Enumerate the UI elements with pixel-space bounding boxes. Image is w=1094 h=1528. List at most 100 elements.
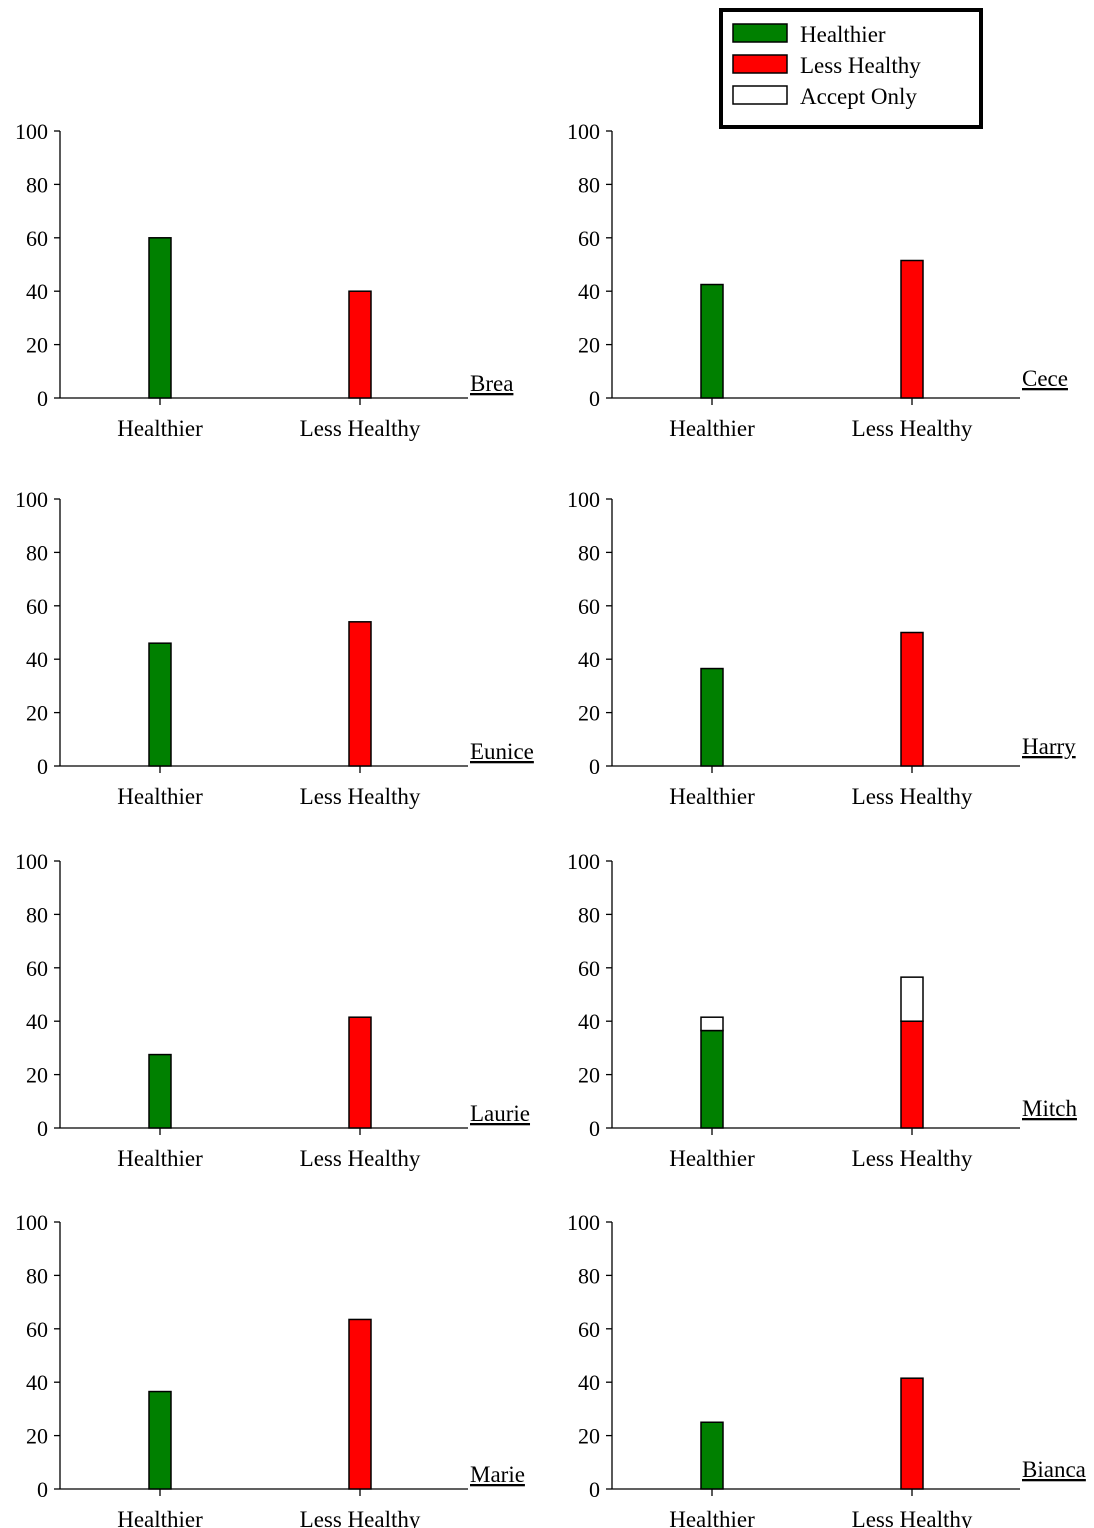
- y-tick-label: 60: [578, 594, 600, 619]
- x-tick-label: Healthier: [117, 416, 203, 441]
- chart-panel-cece: 0 20 40 60 80 100 Healthier Less Healthy Cece: [567, 119, 1068, 441]
- chart-panel-marie: 0 20 40 60 80 100 Healthier Less Healthy Marie: [15, 1210, 525, 1528]
- bar-healthier: [700, 283, 724, 399]
- x-tick-label: Healthier: [669, 1507, 755, 1528]
- participant-name: Brea: [470, 371, 513, 396]
- y-tick-label: 0: [37, 754, 48, 779]
- y-tick-label: 60: [578, 1317, 600, 1342]
- y-tick-label: 40: [578, 1009, 600, 1034]
- legend: Healthier Less Healthy Accept Only: [719, 8, 983, 129]
- participant-name: Laurie: [470, 1101, 530, 1126]
- y-tick-label: 20: [26, 701, 48, 726]
- legend-frame: [719, 8, 983, 129]
- y-tick-label: 100: [15, 1210, 48, 1235]
- legend-swatch: [732, 54, 788, 74]
- bar-less-healthy: [348, 1318, 372, 1490]
- y-tick-label: 40: [578, 1370, 600, 1395]
- bar-less-healthy: [900, 1377, 924, 1490]
- y-tick-label: 60: [26, 1317, 48, 1342]
- y-tick-label: 60: [26, 594, 48, 619]
- x-tick-label: Healthier: [669, 416, 755, 441]
- x-tick-label: Healthier: [117, 1146, 203, 1171]
- y-tick-label: 40: [26, 1370, 48, 1395]
- legend-swatch: [732, 85, 788, 105]
- y-tick-label: 20: [578, 1063, 600, 1088]
- x-tick-label: Healthier: [117, 784, 203, 809]
- x-tick-label: Less Healthy: [852, 1146, 973, 1171]
- x-tick-label: Less Healthy: [300, 416, 421, 441]
- bar-accept-only: [700, 1016, 724, 1032]
- y-tick-label: 0: [589, 754, 600, 779]
- y-tick-label: 80: [578, 172, 600, 197]
- y-tick-label: 100: [567, 487, 600, 512]
- y-tick-label: 100: [15, 119, 48, 144]
- y-tick-label: 100: [15, 849, 48, 874]
- y-tick-label: 80: [26, 902, 48, 927]
- bar-less-healthy: [900, 259, 924, 399]
- bar-less-healthy: [348, 621, 372, 767]
- legend-label: Healthier: [800, 22, 886, 47]
- legend-items: Healthier Less Healthy Accept Only: [732, 22, 921, 109]
- bar-less-healthy: [900, 631, 924, 767]
- participant-name: Marie: [470, 1462, 525, 1487]
- bar-less-healthy: [348, 290, 372, 399]
- x-tick-label: Less Healthy: [852, 1507, 973, 1528]
- y-tick-label: 40: [578, 647, 600, 672]
- y-tick-label: 0: [37, 386, 48, 411]
- y-tick-label: 0: [589, 1477, 600, 1502]
- bar-healthier: [700, 1029, 724, 1129]
- bar-healthier: [148, 237, 172, 399]
- x-tick-label: Healthier: [669, 784, 755, 809]
- bar-less-healthy: [900, 1020, 924, 1129]
- participant-name: Bianca: [1022, 1457, 1086, 1482]
- y-tick-label: 40: [578, 279, 600, 304]
- y-tick-label: 40: [26, 279, 48, 304]
- x-tick-label: Healthier: [669, 1146, 755, 1171]
- chart-panel-mitch: 0 20 40 60 80 100 Healthier Less Healthy Mitch: [567, 849, 1077, 1171]
- y-tick-label: 100: [567, 119, 600, 144]
- y-tick-label: 60: [578, 956, 600, 981]
- bar-healthier: [700, 1421, 724, 1490]
- x-tick-label: Less Healthy: [300, 784, 421, 809]
- participant-name: Harry: [1022, 734, 1076, 759]
- bar-healthier: [700, 667, 724, 767]
- legend-swatch: [732, 23, 788, 43]
- bar-healthier: [148, 642, 172, 767]
- x-tick-label: Healthier: [117, 1507, 203, 1528]
- y-tick-label: 0: [589, 386, 600, 411]
- chart-panel-bianca: 0 20 40 60 80 100 Healthier Less Healthy Bianca: [567, 1210, 1086, 1528]
- y-tick-label: 0: [589, 1116, 600, 1141]
- y-tick-label: 80: [578, 540, 600, 565]
- y-tick-label: 60: [26, 226, 48, 251]
- x-tick-label: Less Healthy: [300, 1146, 421, 1171]
- chart-panel-laurie: 0 20 40 60 80 100 Healthier Less Healthy Laurie: [15, 849, 530, 1171]
- y-tick-label: 0: [37, 1116, 48, 1141]
- y-tick-label: 20: [26, 333, 48, 358]
- y-tick-label: 20: [578, 333, 600, 358]
- participant-name: Mitch: [1022, 1096, 1077, 1121]
- y-tick-label: 80: [26, 172, 48, 197]
- y-tick-label: 20: [26, 1424, 48, 1449]
- y-tick-label: 40: [26, 1009, 48, 1034]
- chart-panel-eunice: 0 20 40 60 80 100 Healthier Less Healthy Eunice: [15, 487, 534, 809]
- participant-name: Cece: [1022, 366, 1068, 391]
- y-tick-label: 60: [26, 956, 48, 981]
- chart-panel-brea: 0 20 40 60 80 100 Healthier Less Healthy Brea: [15, 119, 513, 441]
- legend-label: Accept Only: [800, 84, 917, 109]
- panels: 0 20 40 60 80 100 Healthier Less Healthy Brea 0 20…: [15, 119, 1086, 1528]
- y-tick-label: 80: [26, 1263, 48, 1288]
- chart-panel-harry: 0 20 40 60 80 100 Healthier Less Healthy Harry: [567, 487, 1076, 809]
- y-tick-label: 80: [26, 540, 48, 565]
- y-tick-label: 80: [578, 902, 600, 927]
- y-tick-label: 20: [26, 1063, 48, 1088]
- x-tick-label: Less Healthy: [300, 1507, 421, 1528]
- bar-accept-only: [900, 976, 924, 1022]
- y-tick-label: 80: [578, 1263, 600, 1288]
- bar-less-healthy: [348, 1016, 372, 1129]
- y-tick-label: 100: [567, 1210, 600, 1235]
- x-tick-label: Less Healthy: [852, 416, 973, 441]
- y-tick-label: 20: [578, 1424, 600, 1449]
- y-tick-label: 20: [578, 701, 600, 726]
- y-tick-label: 100: [567, 849, 600, 874]
